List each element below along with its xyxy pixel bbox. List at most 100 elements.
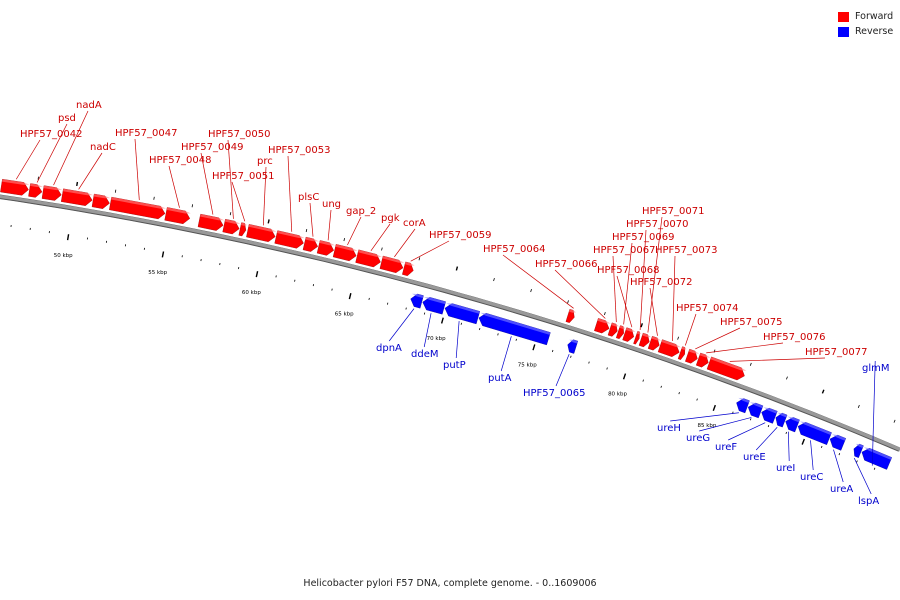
gene-label-leader [200, 152, 214, 215]
gene-highlight [569, 309, 576, 313]
legend-item-forward: Forward [838, 9, 893, 24]
tick-mark [423, 312, 426, 315]
gene-label: ureE [743, 452, 766, 463]
gene-label: HPF57_0059 [429, 230, 491, 241]
gene-label-leader [423, 313, 432, 348]
gene-label: HPF57_0076 [763, 332, 825, 343]
tick-mark [532, 344, 536, 351]
tick-mark [606, 367, 608, 370]
tick-mark [856, 460, 858, 463]
gene-label-leader [699, 417, 752, 432]
gene-label: lspA [858, 496, 879, 507]
gene-label-leader [728, 422, 766, 441]
tick-mark [515, 338, 517, 341]
tick-mark [161, 251, 165, 258]
tick-mark [348, 293, 352, 300]
gene-highlight [358, 249, 382, 257]
tick-mark [820, 445, 823, 449]
gene-highlight [777, 412, 788, 418]
tick-label: 65 kbp [335, 312, 354, 318]
tick-mark-upper [153, 196, 155, 200]
tick-mark [460, 322, 462, 325]
gene-label: HPF57_0065 [523, 388, 585, 399]
legend-label-reverse: Reverse [855, 26, 894, 37]
gene-label-leader [370, 223, 391, 252]
gene-highlight [166, 207, 191, 214]
gene-label: putP [443, 360, 466, 371]
tick-label: 80 kbp [608, 392, 627, 398]
gene-label-leader [787, 431, 790, 462]
gene-label: ureA [830, 484, 853, 495]
gene-label: plsC [298, 192, 319, 203]
gene-label: putA [488, 373, 512, 384]
legend-label-forward: Forward [855, 11, 894, 22]
gene-highlight [855, 443, 864, 448]
tick-label: 60 kbp [242, 290, 261, 296]
gene-label: HPF57_0064 [483, 244, 545, 255]
legend-swatch-reverse [838, 26, 849, 37]
tick-mark-upper [530, 288, 532, 293]
gene-label-leader [168, 165, 180, 208]
tick-mark [642, 379, 644, 382]
gene-highlight [63, 188, 94, 196]
tick-mark-upper [640, 323, 644, 328]
gene-label: ung [322, 199, 341, 210]
gene-label-leader [670, 412, 739, 422]
gene-label: HPF57_0042 [20, 129, 82, 140]
tick-mark-upper [114, 189, 117, 193]
gene-label-leader [616, 275, 633, 328]
gene-label: dpnA [376, 343, 402, 354]
gene-hpf57-0051[interactable] [238, 222, 247, 237]
gene-label-leader [853, 457, 872, 495]
gene-highlight [241, 222, 247, 226]
tick-mark [660, 385, 662, 388]
genome-caption: Helicobacter pylori F57 DNA, complete ge… [303, 578, 597, 589]
gene-highlight [111, 197, 166, 209]
tick-mark-upper [305, 228, 308, 233]
gene-label-leader [500, 336, 512, 372]
tick-label: 50 kbp [54, 253, 73, 259]
gene-label-leader [388, 308, 415, 342]
gene-label: pgk [381, 213, 400, 224]
gene-highlight [763, 407, 778, 414]
gene-label: HPF57_0069 [612, 232, 674, 243]
gene-label: psd [58, 113, 76, 124]
tick-mark [749, 418, 752, 421]
gene-label-leader [231, 181, 246, 222]
gene-label: glmM [862, 363, 890, 374]
gene-label-leader [623, 242, 633, 325]
gene-highlight [224, 219, 241, 224]
tick-mark [570, 355, 572, 358]
gene-highlight [636, 331, 641, 335]
tick-mark [440, 317, 444, 324]
tick-mark-upper [604, 312, 606, 316]
gene-highlight [30, 183, 43, 187]
gene-label: HPF57_0077 [805, 347, 867, 358]
gene-label: HPF57_0074 [676, 303, 738, 314]
gene-highlight [787, 416, 800, 423]
gene-label: prc [257, 156, 273, 167]
gene-highlight [319, 240, 335, 246]
gene-label-leader [78, 152, 103, 190]
gene-layer [0, 178, 893, 470]
tick-label: 70 kbp [427, 336, 446, 342]
gene-label: gap_2 [346, 206, 376, 217]
tick-mark [622, 373, 627, 380]
gene-highlight [93, 194, 111, 199]
legend: Forward Reverse [838, 9, 893, 39]
gene-highlight [688, 349, 700, 354]
gene-label-leader [647, 216, 663, 333]
gene-highlight [661, 339, 681, 348]
tick-mark-upper [821, 389, 825, 394]
gene-label-leader [554, 269, 606, 319]
gene-label-leader [15, 139, 41, 180]
gene-label: HPF57_0072 [630, 277, 692, 288]
gene-highlight [750, 402, 763, 409]
gene-highlight [424, 297, 446, 305]
gene-label: HPF57_0048 [149, 155, 211, 166]
gene-label-leader [684, 313, 697, 346]
tick-mark [387, 302, 389, 305]
gene-label-leader [833, 449, 844, 483]
gene-label-leader [672, 255, 676, 342]
